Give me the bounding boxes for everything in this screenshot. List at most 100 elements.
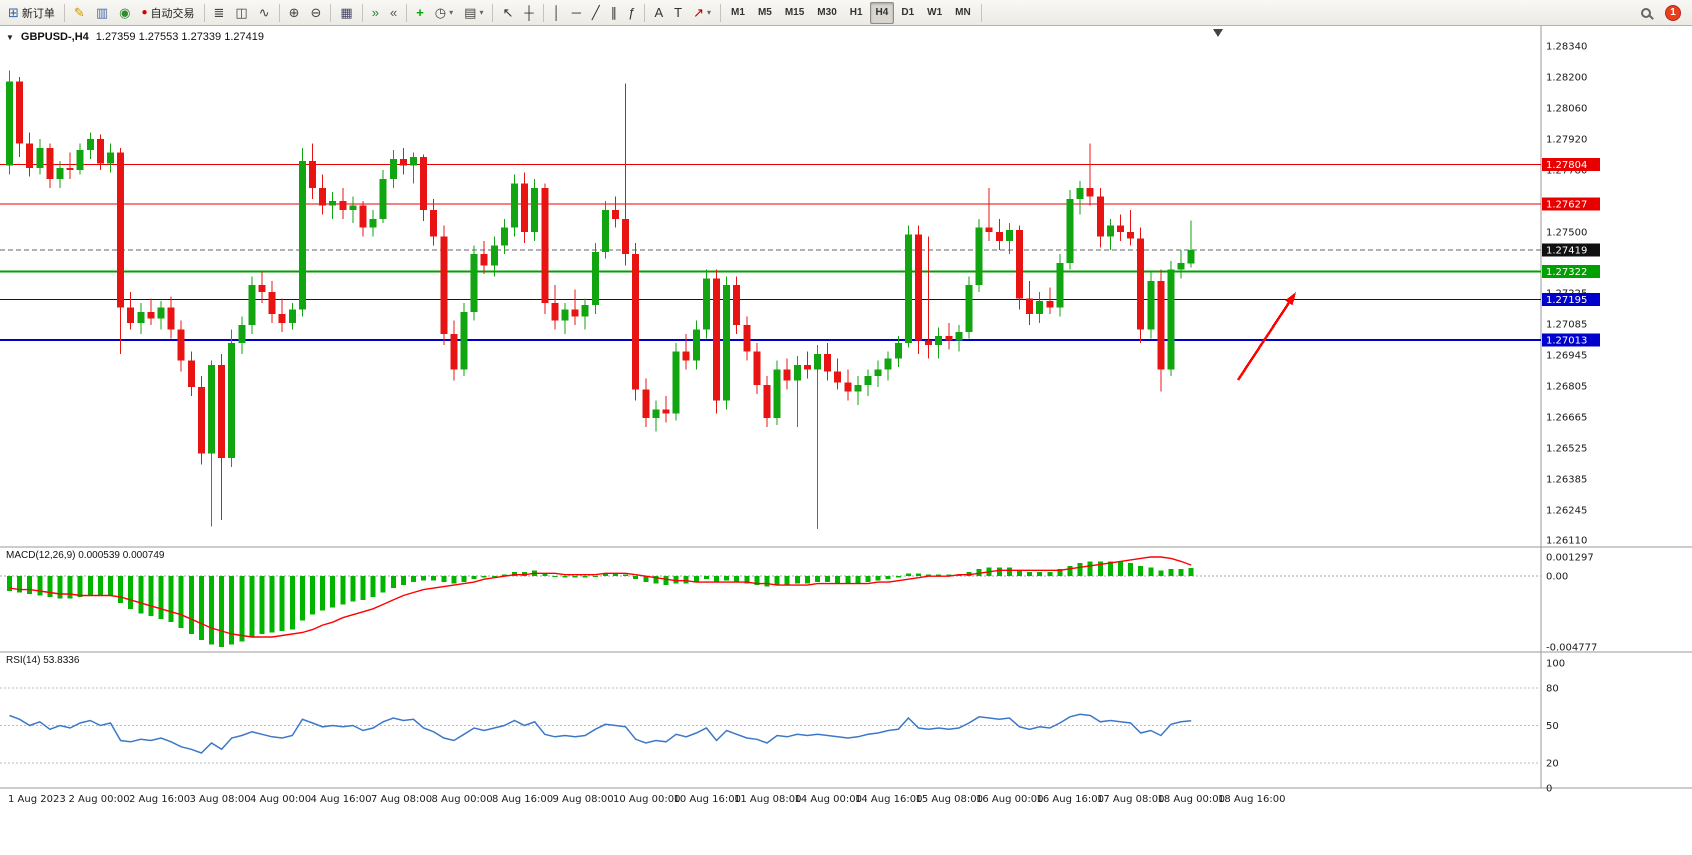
line-chart-button[interactable]: ∿ (254, 2, 275, 24)
chart-canvas[interactable]: 1.283401.282001.280601.279201.277801.275… (0, 26, 1692, 855)
timeframe-button-m15[interactable]: M15 (779, 2, 810, 24)
fibonacci-button[interactable]: ƒ (623, 2, 640, 24)
chart-shift-marker[interactable] (1213, 29, 1223, 37)
price-axis-label: 1.26110 (1546, 536, 1587, 547)
market-watch-button[interactable]: ▥ (91, 2, 113, 24)
candle-body (622, 218, 630, 255)
price-axis-label: 1.26665 (1546, 413, 1587, 424)
indicators-icon: + (416, 5, 424, 20)
horizontal-line-button[interactable]: ─ (567, 2, 586, 24)
candle-body (480, 254, 488, 266)
chevron-down-icon: ▾ (449, 7, 454, 17)
candle-body (612, 209, 619, 219)
vertical-line-button[interactable]: │ (548, 2, 566, 24)
time-axis-label: 2 Aug 00:00 (69, 794, 130, 805)
one-click-trading-toggle-icon[interactable]: ▼ (6, 32, 14, 42)
price-badge-1.27013: 1.27013 (1546, 335, 1587, 346)
candle-body (702, 278, 710, 330)
time-axis-label: 15 Aug 08:00 (916, 794, 983, 805)
toolbar-separator (644, 3, 646, 22)
macd-bar (1087, 561, 1093, 577)
macd-bar (279, 576, 285, 632)
time-axis-label: 14 Aug 00:00 (795, 794, 862, 805)
candle-body (319, 187, 327, 206)
timeframe-button-m5[interactable]: M5 (752, 2, 778, 24)
timeframe-button-h4[interactable]: H4 (869, 1, 895, 24)
candle-body (1016, 229, 1023, 299)
toolbar-separator (720, 3, 722, 22)
trend-arrow[interactable] (1236, 292, 1296, 381)
time-axis-label: 17 Aug 08:00 (1097, 794, 1164, 805)
zoom-in-button[interactable]: ⊕ (284, 2, 305, 24)
macd-bar (926, 574, 932, 577)
time-axis-label: 18 Aug 16:00 (1218, 794, 1285, 805)
candle-body (1127, 232, 1135, 239)
macd-bar (845, 576, 851, 584)
macd-bar (1178, 568, 1184, 577)
indicators-button[interactable]: + (411, 2, 429, 24)
candle-body (1177, 263, 1185, 270)
macd-bar (1027, 571, 1033, 577)
macd-bar (956, 574, 962, 577)
search-icon (1641, 7, 1651, 18)
text-label-button[interactable]: T (669, 2, 687, 24)
macd-bar (865, 576, 871, 583)
candlestick-chart-icon: ◫ (235, 5, 248, 20)
crosshair-button[interactable]: ┼ (519, 2, 538, 24)
macd-bar (794, 576, 800, 584)
trendline-icon: ╱ (591, 5, 600, 20)
templates-button[interactable]: ▤ ▾ (459, 2, 488, 24)
arrows-button[interactable]: ↗ ▾ (688, 2, 716, 24)
tile-windows-button[interactable]: ▦ (335, 2, 357, 24)
notification-badge[interactable]: 1 (1665, 4, 1681, 21)
timeframe-button-m1[interactable]: M1 (725, 2, 751, 24)
timeframe-button-mn[interactable]: MN (949, 2, 977, 24)
candle-body (773, 369, 781, 419)
macd-bar (7, 576, 12, 592)
new-order-button[interactable]: ⊞ 新订单 (3, 2, 60, 24)
timeframe-button-h1[interactable]: H1 (844, 2, 869, 24)
candlestick-chart-button[interactable]: ◫ (230, 2, 252, 24)
toolbar-separator (406, 3, 408, 22)
price-axis-label: 1.28340 (1546, 42, 1587, 53)
zoom-out-button[interactable]: ⊖ (306, 2, 327, 24)
macd-bar (744, 576, 750, 584)
macd-bar (198, 576, 204, 640)
metaeditor-button[interactable]: ✎ (69, 2, 90, 24)
macd-histogram (7, 561, 1194, 647)
time-axis-label: 16 Aug 00:00 (976, 794, 1043, 805)
price-badge-1.27627: 1.27627 (1546, 199, 1587, 210)
price-axis-label: 1.26245 (1546, 506, 1587, 517)
text-button[interactable]: A (649, 2, 668, 24)
time-axis-label: 1 Aug 2023 (8, 794, 66, 805)
channel-button[interactable]: ∥ (606, 2, 623, 24)
time-axis-label: 9 Aug 08:00 (553, 794, 614, 805)
macd-bar (1168, 568, 1174, 577)
timeframe-button-m30[interactable]: M30 (811, 2, 842, 24)
candle-body (642, 389, 650, 419)
trendline-button[interactable]: ╱ (587, 2, 605, 24)
tile-windows-icon: ▦ (340, 5, 353, 20)
timeframe-button-w1[interactable]: W1 (921, 2, 948, 24)
auto-scroll-button[interactable]: » (367, 2, 384, 24)
periods-button[interactable]: ◷ ▾ (430, 2, 458, 24)
toolbar-separator (361, 3, 363, 22)
candle-body (1086, 187, 1094, 197)
bars-chart-button[interactable]: ≣ (209, 2, 230, 24)
candle-body (339, 201, 347, 210)
candle-body (389, 158, 397, 179)
rsi-axis-label: 20 (1546, 759, 1559, 770)
chart-shift-button[interactable]: « (385, 2, 402, 24)
macd-bar (885, 576, 891, 580)
rsi-line (9, 713, 1192, 754)
macd-bar (451, 576, 457, 584)
cursor-button[interactable]: ↖ (497, 2, 518, 24)
autotrading-button[interactable]: ● 自动交易 (136, 2, 199, 24)
search-button[interactable] (1636, 2, 1656, 24)
timeframe-button-d1[interactable]: D1 (895, 2, 920, 24)
macd-bar (1158, 570, 1164, 577)
macd-bar (815, 576, 820, 583)
price-axis-label: 1.26805 (1546, 382, 1587, 393)
scripts-button[interactable]: ◉ (114, 2, 135, 24)
candle-body (298, 161, 306, 310)
